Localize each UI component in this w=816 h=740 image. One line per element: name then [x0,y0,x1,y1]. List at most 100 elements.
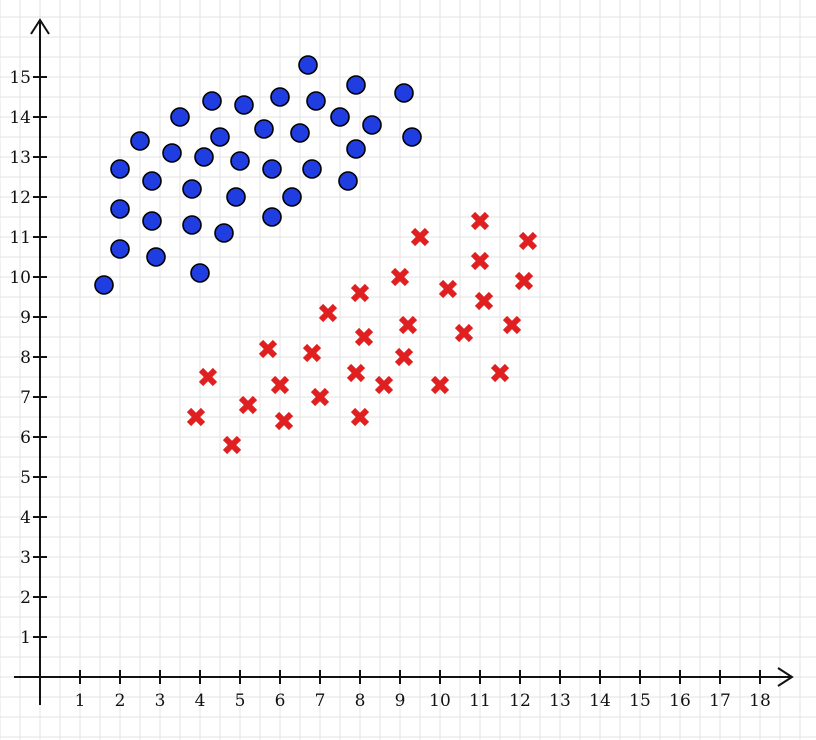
circle-point [110,199,130,219]
x-point [454,323,474,343]
circle-point [234,95,254,115]
circle-point [214,223,234,243]
x-point [198,367,218,387]
x-tick-label: 15 [629,691,651,711]
circle-point [94,275,114,295]
circle-point [362,115,382,135]
circle-point [302,159,322,179]
x-tick-label: 12 [509,691,531,711]
y-tick-label: 6 [20,428,31,448]
x-point [346,363,366,383]
x-point [474,291,494,311]
x-point [186,407,206,427]
circle-point [210,127,230,147]
x-point [470,211,490,231]
circle-point [402,127,422,147]
y-tick-label: 12 [9,188,31,208]
x-tick-label: 5 [235,691,246,711]
x-tick-label: 17 [709,691,731,711]
circle-point [346,139,366,159]
circle-point [146,247,166,267]
y-axis-arrow [30,18,50,35]
y-tick-label: 8 [20,348,31,368]
y-tick-label: 10 [9,268,31,288]
circle-point [226,187,246,207]
y-tick-label: 13 [9,148,31,168]
circle-point [254,119,274,139]
axes [14,18,794,705]
x-point [410,227,430,247]
x-point [430,375,450,395]
x-point [470,251,490,271]
circle-point [110,239,130,259]
ticks: 1 2 3 4 5 6 7 8 9 10 11 12 13 14 15 16 17 181234567891011… [9,68,770,711]
y-tick-label: 3 [20,548,31,568]
x-point [350,407,370,427]
x-tick-label: 3 [155,691,166,711]
x-tick-label: 11 [469,691,491,711]
x-tick-label: 14 [589,691,611,711]
circle-point [330,107,350,127]
y-tick-label: 5 [20,468,31,488]
circle-point [142,171,162,191]
x-tick-label: 1 [75,691,86,711]
x-point [490,363,510,383]
x-point [270,375,290,395]
circle-point [170,107,190,127]
x-point [350,283,370,303]
x-point [274,411,294,431]
circle-point [130,131,150,151]
x-point [398,315,418,335]
x-tick-label: 4 [195,691,206,711]
circle-point [230,151,250,171]
x-point [390,267,410,287]
x-point [354,327,374,347]
circle-point [338,171,358,191]
y-tick-label: 14 [9,108,31,128]
x-tick-label: 9 [395,691,406,711]
x-tick-label: 13 [549,691,571,711]
y-tick-label: 2 [20,588,31,608]
y-tick-label: 9 [20,308,31,328]
x-point [318,303,338,323]
circle-point [346,75,366,95]
circle-point [162,143,182,163]
x-axis-arrow [777,667,794,687]
data-points [94,55,538,455]
x-point [302,343,322,363]
x-point [374,375,394,395]
circle-point [202,91,222,111]
x-tick-label: 7 [315,691,326,711]
y-tick-label: 15 [9,68,31,88]
x-tick-label: 18 [749,691,771,711]
circle-point [262,159,282,179]
y-tick-label: 11 [9,228,31,248]
circle-point [306,91,326,111]
circle-point [290,123,310,143]
circle-point [182,179,202,199]
x-point [438,279,458,299]
circle-point [282,187,302,207]
circle-point [142,211,162,231]
x-tick-label: 10 [429,691,451,711]
x-point [310,387,330,407]
y-tick-label: 1 [20,628,31,648]
circle-point [298,55,318,75]
circle-point [110,159,130,179]
circle-point [190,263,210,283]
x-tick-label: 2 [115,691,126,711]
x-tick-label: 8 [355,691,366,711]
y-tick-label: 7 [20,388,31,408]
x-point [258,339,278,359]
y-tick-label: 4 [20,508,31,528]
x-point [238,395,258,415]
circle-point [194,147,214,167]
circle-point [182,215,202,235]
x-point [394,347,414,367]
circle-point [394,83,414,103]
circle-point [262,207,282,227]
x-point [518,231,538,251]
circle-point [270,87,290,107]
